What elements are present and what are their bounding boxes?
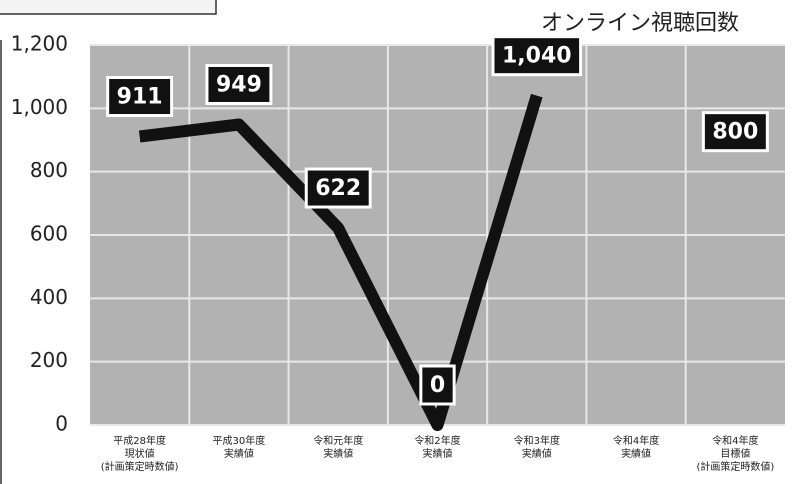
value-label: 800 — [701, 111, 769, 153]
value-label-text: 800 — [712, 120, 758, 145]
value-label-box — [701, 111, 769, 153]
value-label: 911 — [106, 76, 174, 118]
y-tick-label: 800 — [30, 158, 68, 182]
y-tick-label: 0 — [55, 412, 68, 436]
value-label-text: 911 — [117, 85, 163, 110]
value-label-box — [419, 364, 456, 406]
y-tick-label: 600 — [30, 222, 68, 246]
x-tick-label: 令和元年度実績値 — [313, 434, 363, 460]
value-label-text: 622 — [315, 176, 361, 201]
value-label-box — [304, 167, 372, 209]
x-tick-label: 令和4年度実績値 — [613, 434, 659, 460]
y-tick-label: 1,000 — [11, 95, 68, 119]
value-label-text: 949 — [216, 72, 262, 97]
x-tick-label: 平成30年度実績値 — [213, 434, 266, 460]
value-label-box — [491, 35, 583, 77]
value-label: 622 — [304, 167, 372, 209]
value-label: 1,040 — [491, 35, 583, 77]
chart-title: オンライン視聴回数 — [541, 11, 739, 36]
value-label-text: 1,040 — [502, 44, 572, 69]
value-label-box — [205, 63, 273, 105]
value-label: 949 — [205, 63, 273, 105]
x-tick-label: 令和2年度実績値 — [414, 434, 460, 460]
x-tick-label: 平成28年度現状値(計画策定時数値) — [101, 434, 179, 473]
value-label-text: 0 — [430, 373, 445, 398]
value-label-box — [106, 76, 174, 118]
y-tick-label: 400 — [30, 285, 68, 309]
value-label: 0 — [419, 364, 456, 406]
x-tick-label: 令和3年度実績値 — [514, 434, 560, 460]
frame-box — [0, 0, 217, 15]
x-tick-label: 令和4年度目標値(計画策定時数値) — [696, 434, 774, 473]
y-tick-label: 1,200 — [11, 32, 68, 56]
y-tick-label: 200 — [30, 348, 68, 372]
